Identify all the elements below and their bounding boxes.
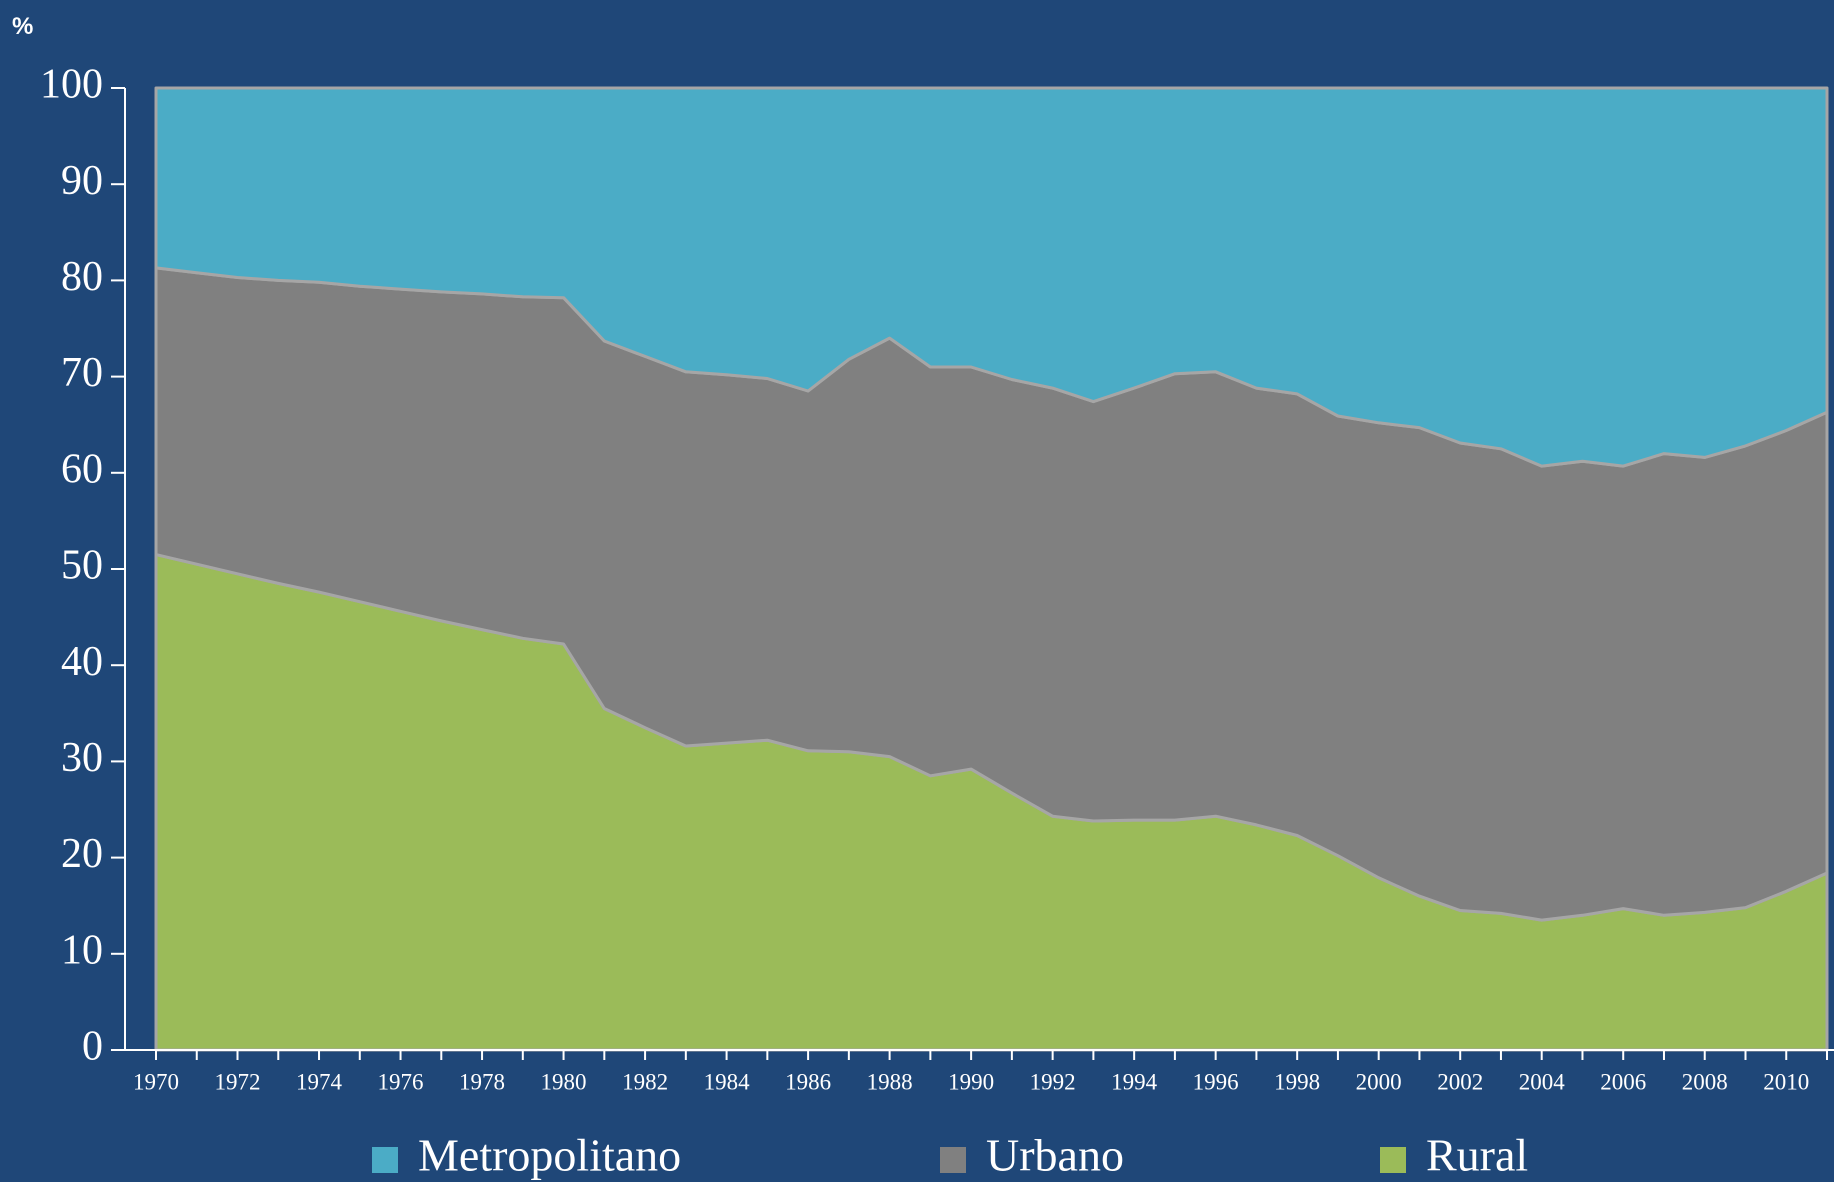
y-tick-label: 90 — [61, 158, 103, 204]
x-tick-label: 1988 — [867, 1069, 913, 1094]
x-tick-label: 2000 — [1356, 1069, 1402, 1094]
legend-swatch — [1380, 1147, 1406, 1173]
x-tick-label: 1996 — [1193, 1069, 1239, 1094]
x-tick-label: 2010 — [1763, 1069, 1809, 1094]
y-tick-label: 60 — [61, 446, 103, 492]
legend-label: Urbano — [986, 1130, 1124, 1181]
y-tick-label: 0 — [82, 1024, 103, 1070]
x-tick-label: 1980 — [541, 1069, 587, 1094]
legend-label: Rural — [1426, 1130, 1528, 1181]
legend-label: Metropolitano — [418, 1130, 681, 1181]
x-tick-label: 1990 — [948, 1069, 994, 1094]
y-tick-label: 80 — [61, 254, 103, 300]
x-tick-label: 2006 — [1600, 1069, 1646, 1094]
x-tick-label: 1984 — [704, 1069, 751, 1094]
x-tick-label: 2008 — [1682, 1069, 1728, 1094]
legend-swatch — [372, 1147, 398, 1173]
x-tick-label: 1994 — [1111, 1069, 1158, 1094]
x-tick-label: 1986 — [785, 1069, 831, 1094]
y-tick-label: 20 — [61, 831, 103, 877]
x-tick-label: 1982 — [622, 1069, 668, 1094]
y-tick-label: 40 — [61, 639, 103, 685]
x-tick-label: 1992 — [1030, 1069, 1076, 1094]
x-tick-label: 1974 — [296, 1069, 343, 1094]
x-tick-label: 1998 — [1274, 1069, 1320, 1094]
area — [154, 86, 1829, 468]
x-tick-label: 1970 — [133, 1069, 179, 1094]
x-tick-label: 1978 — [459, 1069, 505, 1094]
x-tick-label: 2004 — [1519, 1069, 1566, 1094]
x-tick-label: 1972 — [215, 1069, 261, 1094]
x-tick-label: 2002 — [1437, 1069, 1483, 1094]
legend-swatch — [940, 1147, 966, 1173]
y-axis-label: % — [12, 13, 33, 40]
y-tick-label: 100 — [40, 62, 103, 108]
x-tick-label: 1976 — [378, 1069, 424, 1094]
y-tick-label: 10 — [61, 927, 103, 973]
y-tick-label: 50 — [61, 543, 103, 589]
y-tick-label: 70 — [61, 350, 103, 396]
y-tick-label: 30 — [61, 735, 103, 781]
